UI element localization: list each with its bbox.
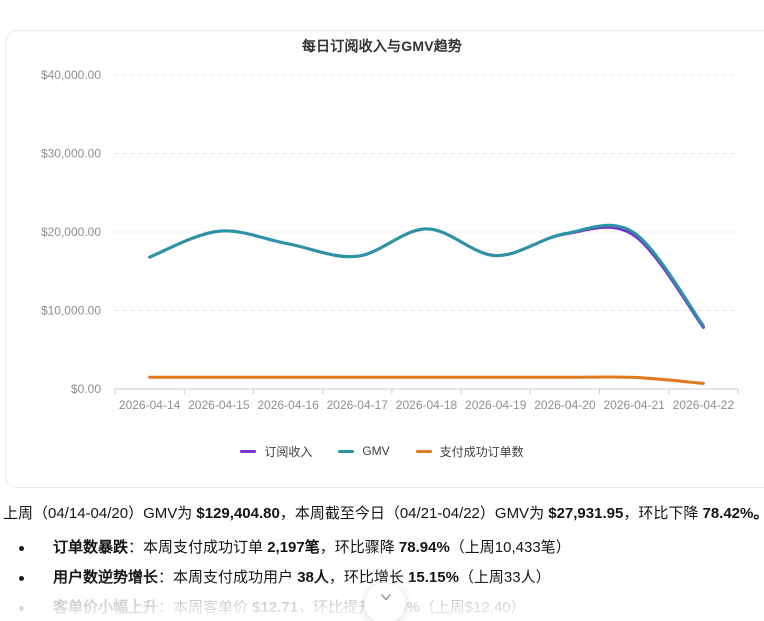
text-segment: 上周（04/14-04/20）GMV为 <box>3 505 197 522</box>
text-segment: ：本周客单价 <box>158 599 253 616</box>
y-axis-tick-label: $20,000.00 <box>41 225 101 239</box>
gmv-summary-text: 上周（04/14-04/20）GMV为 $129,404.80，本周截至今日（0… <box>3 503 764 525</box>
metric-value: $129,404.80 <box>196 505 280 522</box>
legend-marker <box>240 449 257 453</box>
chevron-down-icon <box>381 594 391 601</box>
text-segment: ：本周支付成功用户 <box>158 569 298 586</box>
x-axis-tick-label: 2026-04-22 <box>673 398 735 412</box>
chart-title: 每日订阅收入与GMV趋势 <box>301 38 463 54</box>
text-segment: （上周33人） <box>458 569 551 586</box>
metric-value: 78.94% <box>398 539 450 556</box>
legend-item[interactable]: 订阅收入 <box>240 443 312 460</box>
metric-value: 78.42%。 <box>702 505 764 522</box>
trend-line-chart[interactable]: $0.00 $10,000.00 $20,000.00 $30,000.00 $40,0… <box>0 0 764 470</box>
y-axis-tick-label: $30,000.00 <box>41 147 101 161</box>
x-axis-tick-label: 2026-04-16 <box>257 398 319 412</box>
metric-value: 订单数暴跌 <box>53 539 129 556</box>
text-segment: ：本周支付成功订单 <box>128 539 268 556</box>
text-segment: ，环比增长 <box>328 569 409 586</box>
legend-marker <box>338 449 355 453</box>
scroll-down-button[interactable] <box>364 582 406 621</box>
y-axis-tick-label: $40,000.00 <box>41 68 101 82</box>
y-axis-tick-label: $0.00 <box>71 382 101 396</box>
series-line-订阅收入 <box>148 225 705 329</box>
metric-value: 2,197笔 <box>267 539 320 556</box>
metric-value: $12.71 <box>252 599 299 616</box>
x-axis-tick-label: 2026-04-18 <box>396 398 458 412</box>
text-segment: （上周10,433笔） <box>449 539 571 556</box>
text-segment: （上周$12.40） <box>419 599 526 616</box>
x-axis-tick-label: 2026-04-21 <box>603 398 665 412</box>
legend-item[interactable]: 支付成功订单数 <box>415 443 524 460</box>
legend-marker <box>415 449 432 453</box>
metric-value: 客单价小幅上升 <box>53 599 159 616</box>
text-segment: ，环比下降 <box>623 505 703 522</box>
series-line-GMV <box>148 223 705 328</box>
metric-value: $27,931.95 <box>548 505 624 522</box>
y-axis-tick-label: $10,000.00 <box>41 304 101 318</box>
insight-bullet: 订单数暴跌：本周支付成功订单 2,197笔，环比骤降 78.94%（上周10,4… <box>0 533 764 563</box>
legend-item[interactable]: GMV <box>338 444 390 458</box>
x-axis-tick-label: 2026-04-17 <box>327 398 389 412</box>
chart-legend: 订阅收入 GMV 支付成功订单数 <box>0 441 764 461</box>
series-line-支付成功订单数 <box>148 375 705 385</box>
chart-card <box>5 30 764 488</box>
metric-value: 用户数逆势增长 <box>53 569 159 586</box>
text-segment: ，环比骤降 <box>319 539 399 556</box>
legend-label: GMV <box>362 444 390 458</box>
text-segment: ，本周截至今日（04/21-04/22）GMV为 <box>279 505 549 522</box>
x-axis-tick-label: 2026-04-14 <box>119 398 181 412</box>
x-axis-tick-label: 2026-04-19 <box>465 398 527 412</box>
x-axis-tick-label: 2026-04-20 <box>534 398 596 412</box>
legend-label: 支付成功订单数 <box>439 444 524 459</box>
legend-label: 订阅收入 <box>264 444 313 459</box>
metric-value: 38人 <box>297 569 329 586</box>
metric-value: 15.15% <box>408 569 459 586</box>
x-axis-tick-label: 2026-04-15 <box>188 398 250 412</box>
